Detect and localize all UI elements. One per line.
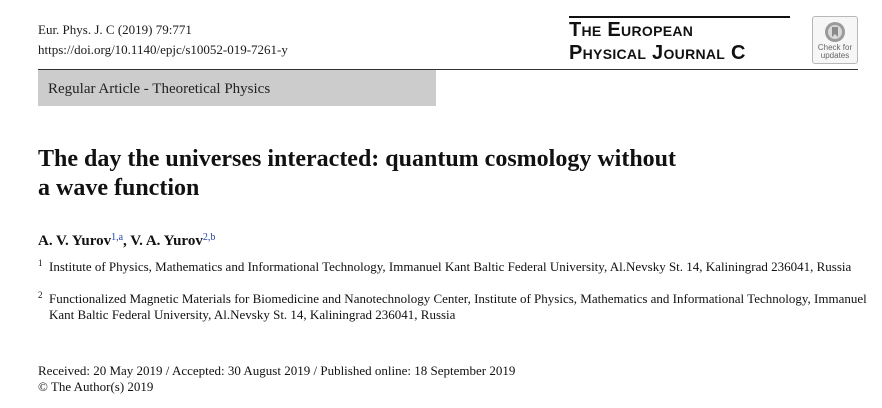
author-list: A. V. Yurov1,a, V. A. Yurov2,b — [38, 231, 215, 251]
badge-label-line1: Check for — [817, 43, 853, 52]
article-header: Eur. Phys. J. C (2019) 79:771 https://do… — [38, 20, 288, 60]
journal-logo: The European Physical Journal C — [569, 16, 790, 65]
doi-link[interactable]: https://doi.org/10.1140/epjc/s10052-019-… — [38, 42, 288, 57]
author-name[interactable]: V. A. Yurov — [130, 233, 203, 249]
publication-dates: Received: 20 May 2019 / Accepted: 30 Aug… — [38, 363, 516, 378]
badge-label-line2: updates — [820, 51, 850, 60]
affiliation: 1 Institute of Physics, Mathematics and … — [38, 258, 868, 275]
bookmark-circle-icon — [825, 22, 845, 42]
affiliation: 2 Functionalized Magnetic Materials for … — [38, 290, 868, 322]
affiliation-number: 2 — [38, 290, 43, 300]
author-affiliation-marker[interactable]: 1,a — [111, 232, 124, 243]
publication-history: Received: 20 May 2019 / Accepted: 30 Aug… — [38, 363, 515, 395]
header-divider — [38, 69, 858, 70]
author-name[interactable]: A. V. Yurov — [38, 233, 112, 249]
affiliation-text: Functionalized Magnetic Materials for Bi… — [49, 291, 867, 322]
title-line-2: a wave function — [38, 175, 200, 201]
citation: Eur. Phys. J. C (2019) 79:771 — [38, 22, 192, 37]
journal-title-line1: The European — [569, 19, 694, 41]
title-line-1: The day the universes interacted: quantu… — [38, 146, 677, 172]
affiliation-number: 1 — [38, 258, 43, 268]
article-title: The day the universes interacted: quantu… — [38, 145, 818, 203]
affiliation-text: Institute of Physics, Mathematics and In… — [49, 259, 852, 274]
author-affiliation-marker[interactable]: 2,b — [202, 232, 216, 243]
article-type-banner: Regular Article - Theoretical Physics — [38, 70, 436, 106]
copyright-notice: © The Author(s) 2019 — [38, 379, 154, 394]
check-for-updates-button[interactable]: Check for updates — [812, 16, 858, 64]
journal-title-line2: Physical Journal C — [569, 42, 746, 64]
author-separator: , — [123, 233, 131, 249]
